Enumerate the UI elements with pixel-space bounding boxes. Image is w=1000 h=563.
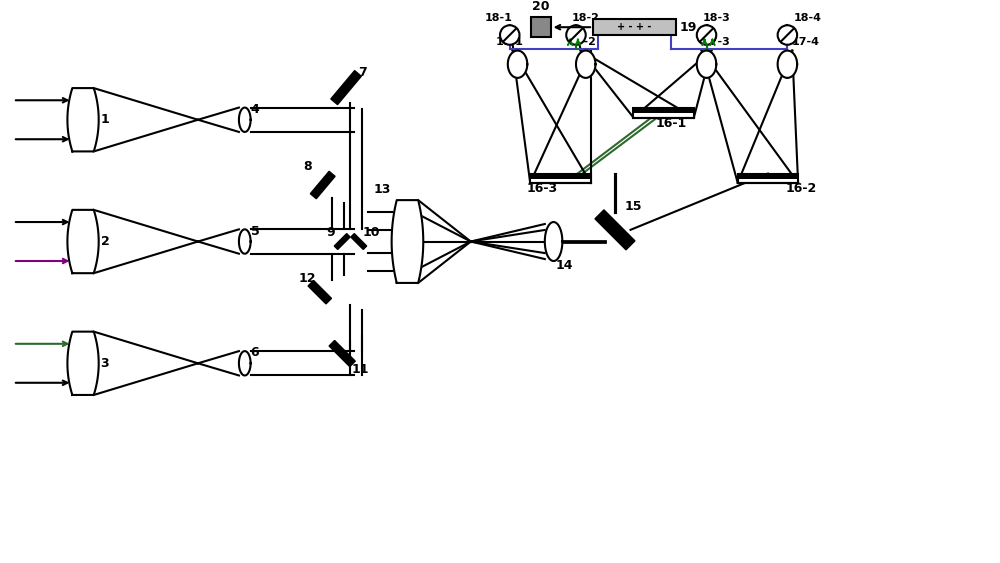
Polygon shape bbox=[308, 280, 331, 304]
Text: 11: 11 bbox=[352, 363, 369, 376]
Bar bbox=[593, 19, 676, 35]
Text: 2: 2 bbox=[101, 235, 109, 248]
Polygon shape bbox=[576, 51, 595, 78]
Text: 1: 1 bbox=[101, 113, 109, 126]
Polygon shape bbox=[508, 51, 527, 78]
Circle shape bbox=[566, 25, 586, 44]
Text: 16-1: 16-1 bbox=[656, 117, 687, 129]
Text: 4: 4 bbox=[251, 103, 259, 116]
Polygon shape bbox=[545, 222, 562, 261]
Text: 7: 7 bbox=[358, 66, 367, 79]
Polygon shape bbox=[67, 332, 99, 395]
Text: 18-2: 18-2 bbox=[572, 14, 600, 23]
Text: 19: 19 bbox=[680, 21, 697, 34]
Text: 17-1: 17-1 bbox=[496, 37, 524, 47]
Text: 17-3: 17-3 bbox=[703, 37, 730, 47]
Polygon shape bbox=[239, 229, 251, 254]
Text: 6: 6 bbox=[251, 346, 259, 359]
Text: 16-2: 16-2 bbox=[785, 182, 817, 195]
Text: 18-4: 18-4 bbox=[793, 14, 821, 23]
Text: 20: 20 bbox=[532, 0, 550, 12]
Text: 12: 12 bbox=[298, 272, 316, 285]
Polygon shape bbox=[67, 88, 99, 151]
Text: 10: 10 bbox=[363, 226, 380, 239]
Polygon shape bbox=[351, 234, 367, 249]
Polygon shape bbox=[239, 108, 251, 132]
Text: 13: 13 bbox=[373, 183, 391, 196]
Text: 17-4: 17-4 bbox=[791, 37, 819, 47]
Bar bbox=[738, 173, 798, 183]
Polygon shape bbox=[331, 70, 361, 105]
Bar bbox=[738, 173, 798, 178]
Bar bbox=[530, 173, 591, 178]
Polygon shape bbox=[697, 51, 716, 78]
Text: 3: 3 bbox=[101, 357, 109, 370]
Text: 17-2: 17-2 bbox=[568, 37, 596, 47]
Bar bbox=[633, 108, 694, 113]
Circle shape bbox=[778, 25, 797, 44]
Circle shape bbox=[500, 25, 519, 44]
Polygon shape bbox=[310, 171, 335, 199]
Polygon shape bbox=[329, 341, 355, 367]
Polygon shape bbox=[67, 210, 99, 273]
Polygon shape bbox=[595, 210, 635, 250]
Polygon shape bbox=[778, 51, 797, 78]
Text: 14: 14 bbox=[556, 259, 573, 272]
Text: 5: 5 bbox=[251, 225, 259, 238]
Text: 8: 8 bbox=[303, 160, 312, 173]
Text: 9: 9 bbox=[327, 226, 335, 239]
Bar bbox=[530, 173, 591, 183]
Text: 18-3: 18-3 bbox=[703, 14, 730, 23]
Bar bbox=[633, 108, 694, 118]
Circle shape bbox=[697, 25, 716, 44]
Polygon shape bbox=[392, 200, 423, 283]
Text: 18-1: 18-1 bbox=[484, 14, 512, 23]
Text: + - + -: + - + - bbox=[617, 22, 652, 32]
Polygon shape bbox=[334, 234, 350, 249]
Polygon shape bbox=[239, 351, 251, 376]
Text: 16-3: 16-3 bbox=[526, 182, 557, 195]
Bar bbox=[531, 17, 551, 37]
Text: 15: 15 bbox=[625, 200, 642, 213]
